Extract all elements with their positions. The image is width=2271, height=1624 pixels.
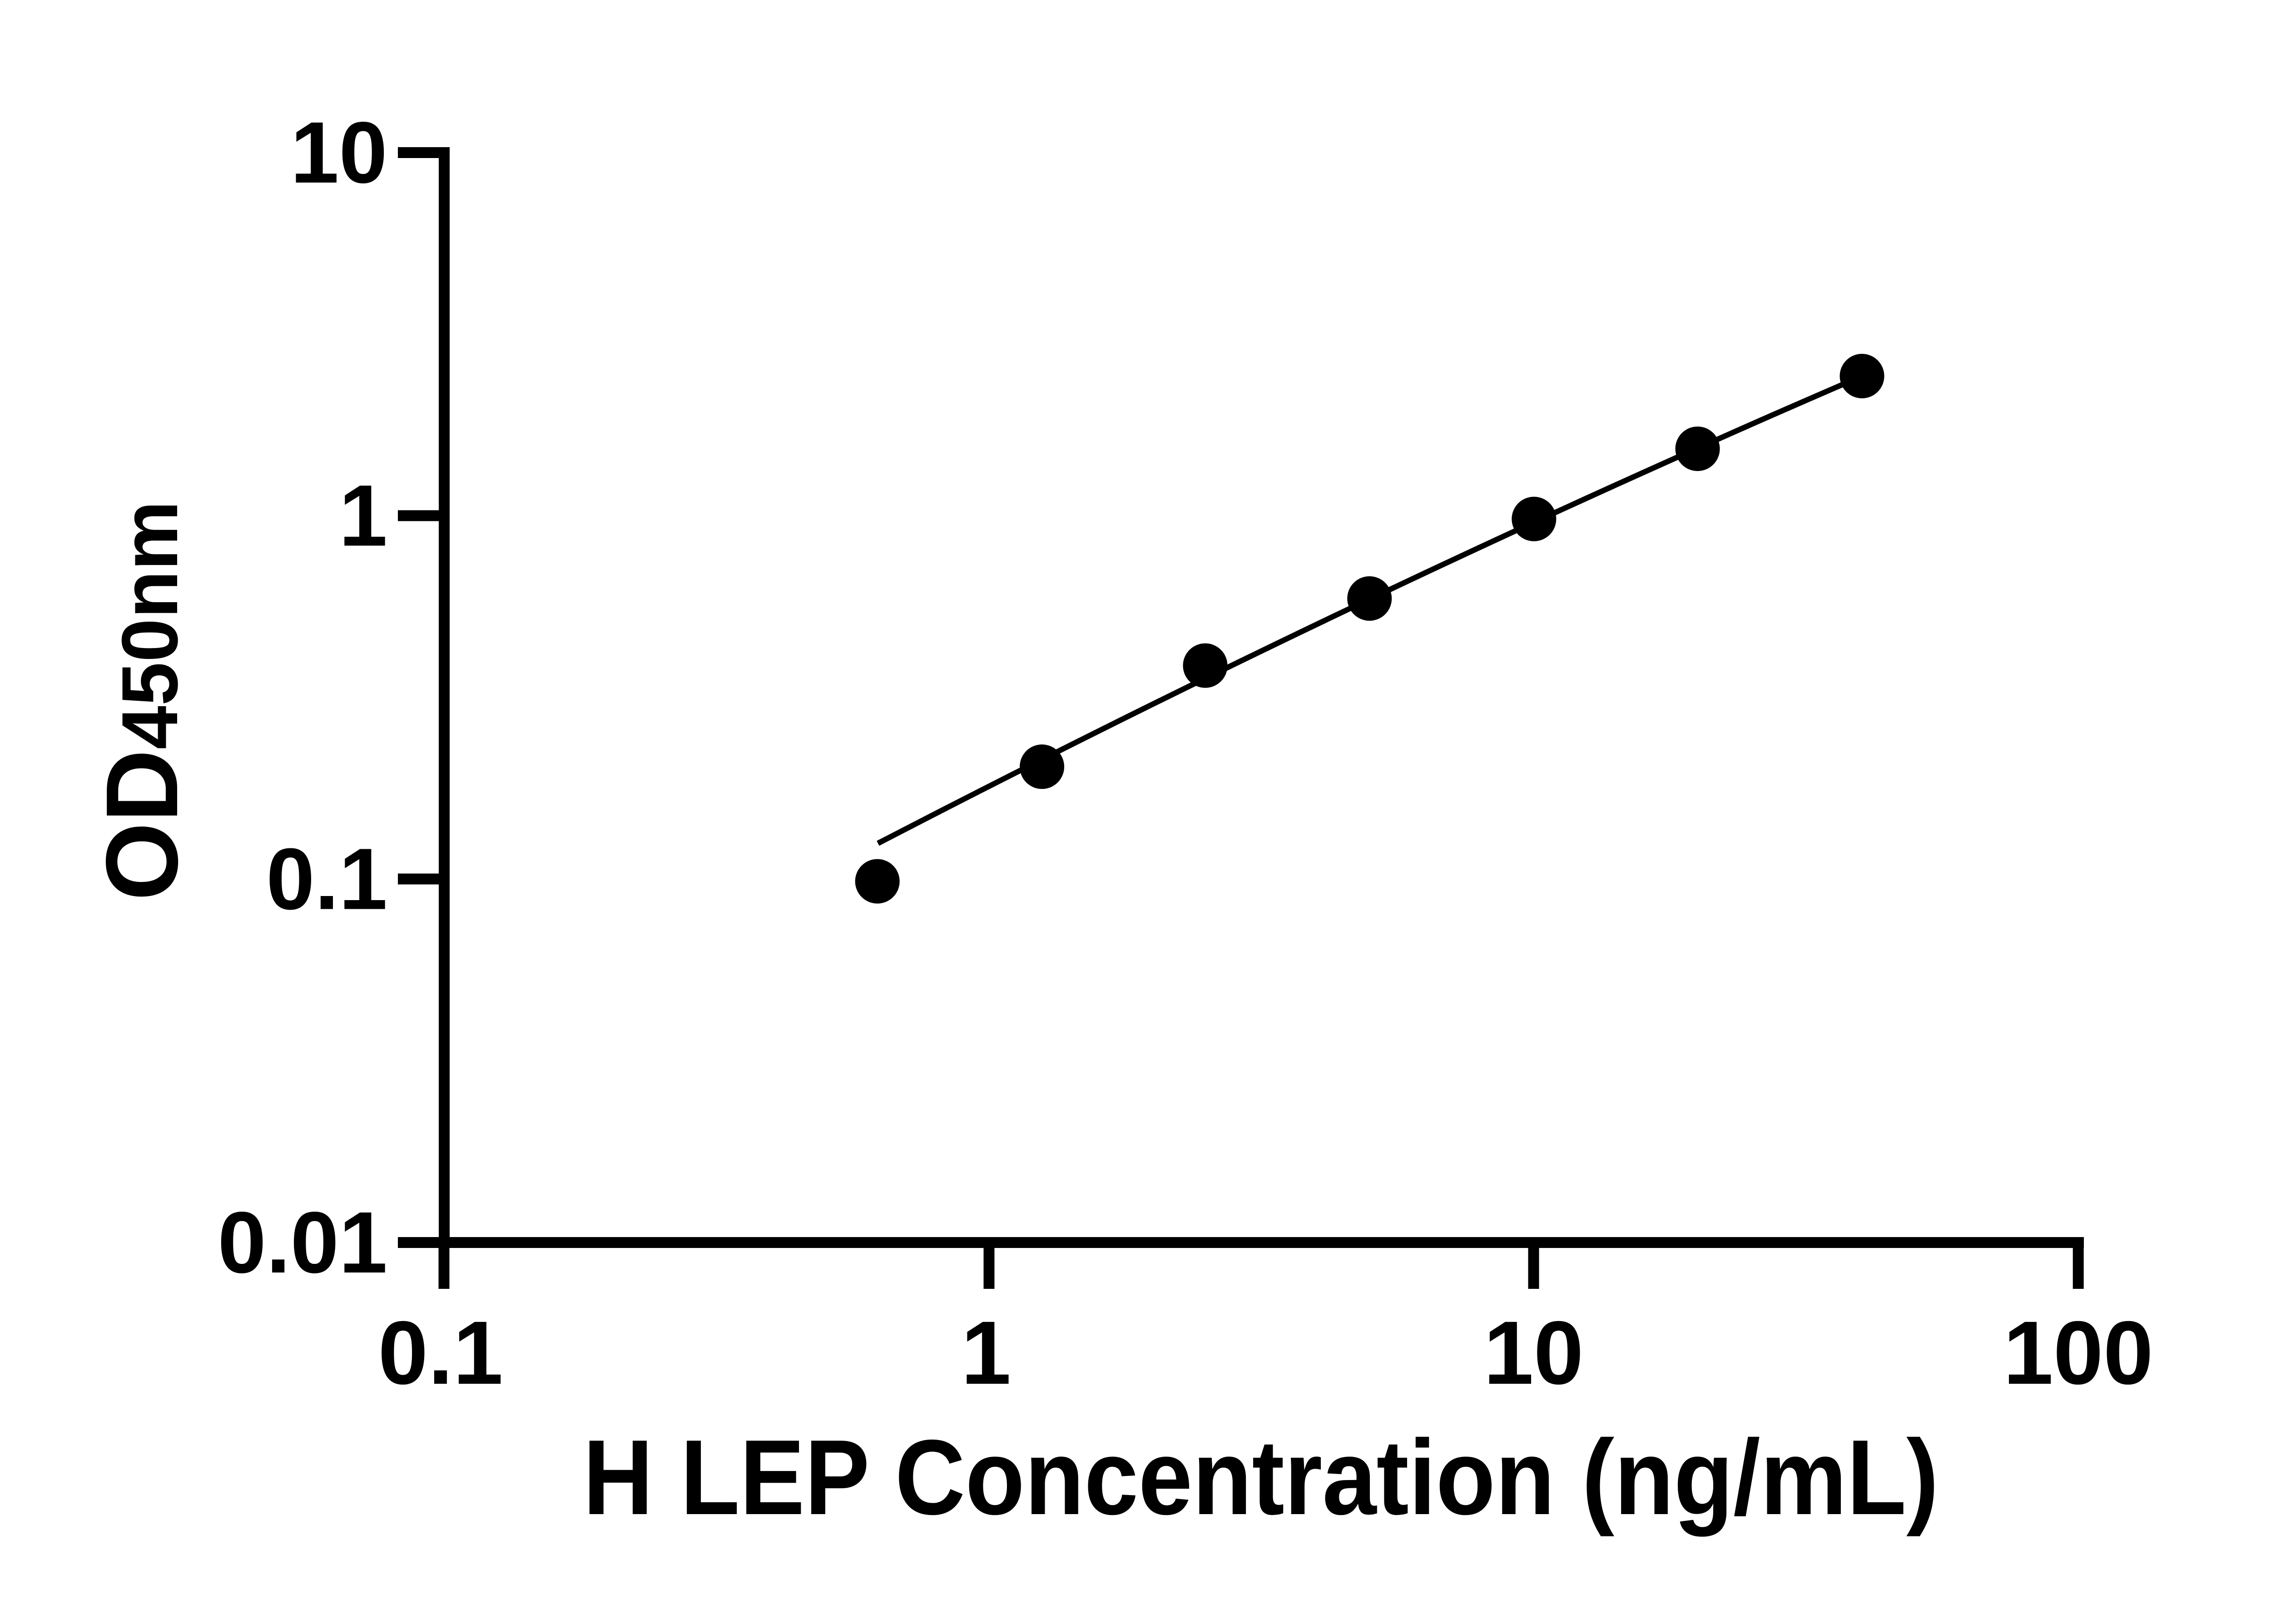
svg-text:OD450nm: OD450nm — [84, 501, 199, 901]
svg-text:0.01: 0.01 — [218, 1193, 387, 1291]
svg-text:10: 10 — [1483, 1302, 1583, 1403]
svg-text:10: 10 — [290, 104, 387, 201]
svg-text:0.1: 0.1 — [266, 830, 387, 928]
svg-text:H LEP Concentration (ng/mL): H LEP Concentration (ng/mL) — [583, 1417, 1939, 1537]
svg-text:100: 100 — [2003, 1302, 2153, 1403]
svg-text:1: 1 — [339, 467, 387, 564]
svg-text:0.1: 0.1 — [378, 1302, 503, 1403]
svg-text:1: 1 — [961, 1302, 1011, 1403]
